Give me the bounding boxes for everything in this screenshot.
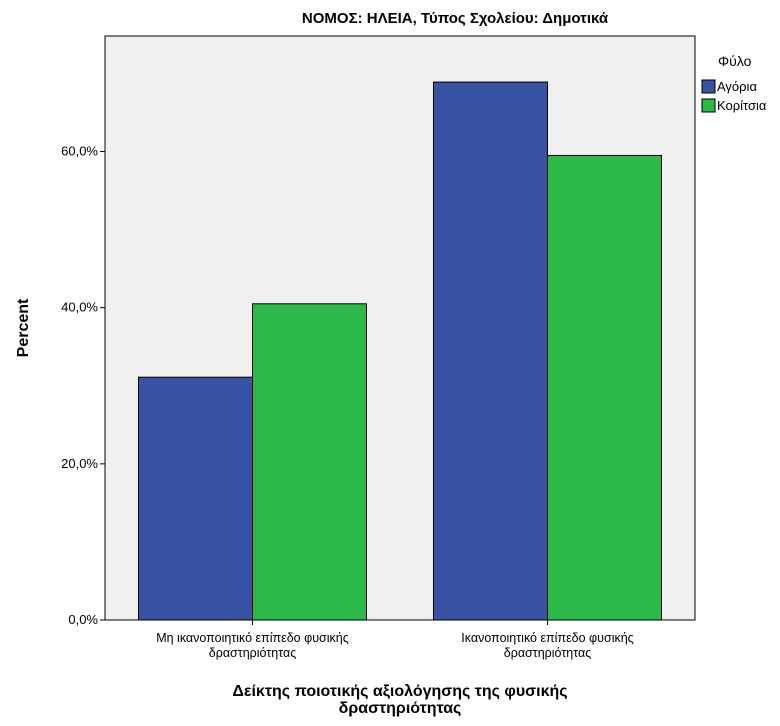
legend-title: Φύλο	[718, 53, 752, 69]
legend-swatch-girls	[701, 98, 716, 113]
x-category-label-line: δραστηριότητας	[209, 646, 296, 660]
bar-boys-1	[433, 81, 548, 621]
x-category-label-line: Μη ικανοποιητικό επίπεδο φυσικής	[156, 631, 349, 645]
legend-label-girls: Κορίτσια	[717, 98, 767, 113]
legend-swatch-boys	[701, 79, 716, 94]
bar-girls-1	[547, 154, 662, 621]
x-category-label: Μη ικανοποιητικό επίπεδο φυσικής δραστηρι…	[156, 631, 349, 660]
x-axis-title: Δείκτης ποιοτικής αξιολόγησης της φυσική…	[232, 683, 567, 717]
chart-title: ΝΟΜΟΣ: ΗΛΕΙΑ, Τύπος Σχολείου: Δημοτικά	[302, 10, 609, 27]
legend-label-boys: Αγόρια	[717, 79, 757, 94]
x-category-label-line: δραστηριότητας	[504, 646, 591, 660]
y-axis-title: Percent	[15, 298, 32, 357]
legend: Φύλο Αγόρια Κορίτσια	[701, 53, 767, 113]
y-tick-label: 60,0%	[61, 144, 98, 159]
x-category-label-line: Ικανοποιητικό επίπεδο φυσικής	[461, 631, 633, 645]
y-axis: 0,0% 20,0% 40,0% 60,0%	[61, 144, 105, 627]
y-tick-label: 20,0%	[61, 456, 98, 471]
x-axis-title-line: Δείκτης ποιοτικής αξιολόγησης της φυσική…	[232, 683, 567, 700]
x-axis-title-text: Δείκτης ποιοτικής αξιολόγησης της φυσική…	[232, 683, 567, 717]
x-category-label: Ικανοποιητικό επίπεδο φυσικής δραστηριότη…	[461, 631, 633, 660]
bars-group	[138, 81, 662, 621]
x-axis: Μη ικανοποιητικό επίπεδο φυσικής δραστηρι…	[156, 620, 634, 660]
bar-boys-0	[138, 376, 253, 621]
y-tick-label: 40,0%	[61, 300, 98, 315]
x-axis-title-line: δραστηριότητας	[339, 700, 462, 717]
bar-girls-0	[252, 303, 367, 621]
y-tick-label: 0,0%	[68, 612, 98, 627]
